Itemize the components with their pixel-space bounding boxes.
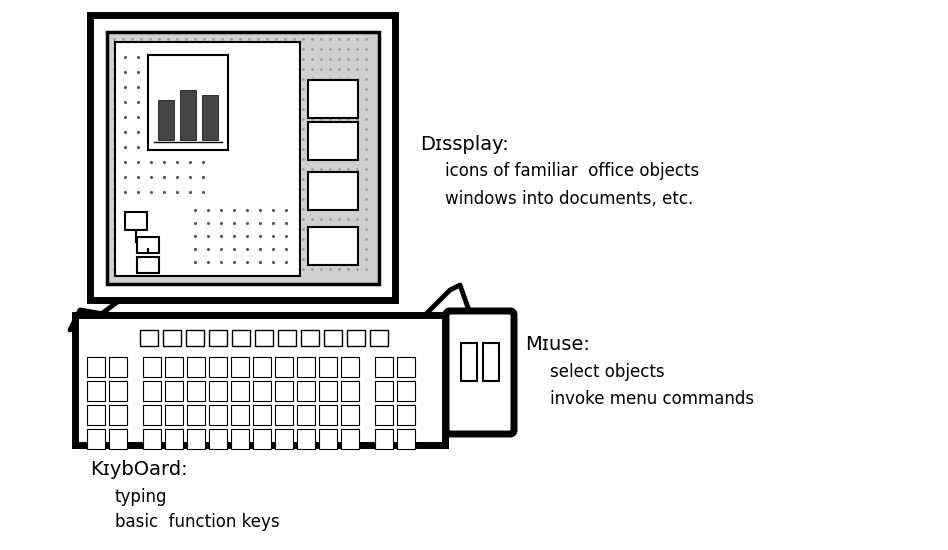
Text: invoke menu commands: invoke menu commands	[550, 390, 754, 408]
Text: basic  function keys: basic function keys	[115, 513, 280, 531]
Bar	[187, 381, 205, 401]
Bar	[253, 357, 271, 377]
Bar	[75, 315, 445, 445]
Bar	[308, 80, 358, 118]
Bar	[87, 405, 105, 425]
Bar	[87, 429, 105, 449]
Bar	[186, 330, 204, 346]
Bar	[297, 405, 315, 425]
Bar	[253, 381, 271, 401]
Bar	[180, 90, 196, 140]
Bar	[255, 330, 273, 346]
Bar	[231, 357, 249, 377]
Bar	[275, 381, 293, 401]
Bar	[231, 405, 249, 425]
Bar	[109, 381, 127, 401]
Bar	[253, 429, 271, 449]
Bar	[209, 405, 227, 425]
Bar	[297, 429, 315, 449]
Bar	[347, 330, 365, 346]
Bar	[143, 429, 161, 449]
Bar	[231, 429, 249, 449]
Bar	[107, 32, 379, 284]
Bar	[324, 330, 342, 346]
Bar	[109, 405, 127, 425]
Bar	[397, 357, 415, 377]
Text: select objects: select objects	[550, 363, 665, 381]
Bar	[341, 357, 359, 377]
Bar	[370, 330, 388, 346]
Bar	[483, 343, 499, 381]
Bar	[319, 381, 337, 401]
Text: KɪybOard:: KɪybOard:	[90, 460, 188, 479]
Bar	[341, 429, 359, 449]
Bar	[319, 405, 337, 425]
Text: windows into documents, etc.: windows into documents, etc.	[445, 190, 693, 208]
Bar	[115, 42, 300, 276]
Bar	[209, 357, 227, 377]
Bar	[163, 330, 181, 346]
Bar	[297, 381, 315, 401]
Bar	[397, 405, 415, 425]
Bar	[397, 429, 415, 449]
Bar	[202, 95, 218, 140]
Bar	[158, 100, 174, 140]
Bar	[143, 381, 161, 401]
Bar	[143, 357, 161, 377]
Bar	[87, 357, 105, 377]
Bar	[148, 55, 228, 150]
Bar	[253, 405, 271, 425]
Bar	[90, 15, 395, 300]
Bar	[301, 330, 319, 346]
Bar	[187, 405, 205, 425]
Bar	[137, 237, 159, 253]
Bar	[397, 381, 415, 401]
Bar	[165, 357, 183, 377]
Bar	[187, 429, 205, 449]
Bar	[375, 429, 393, 449]
Bar	[165, 429, 183, 449]
Bar	[375, 357, 393, 377]
Text: icons of familiar  office objects: icons of familiar office objects	[445, 162, 700, 180]
Text: typing: typing	[115, 488, 168, 506]
Bar	[461, 343, 477, 381]
Bar	[297, 357, 315, 377]
Bar	[187, 357, 205, 377]
Bar	[341, 381, 359, 401]
Bar	[165, 405, 183, 425]
Bar	[275, 357, 293, 377]
Bar	[140, 330, 158, 346]
Text: Dɪssplay:: Dɪssplay:	[420, 135, 509, 154]
Bar	[209, 330, 227, 346]
Bar	[375, 381, 393, 401]
Bar	[137, 257, 159, 273]
Bar	[341, 405, 359, 425]
Bar	[308, 172, 358, 210]
Text: Mɪuse:: Mɪuse:	[525, 335, 590, 354]
Bar	[209, 381, 227, 401]
Bar	[278, 330, 296, 346]
Bar	[319, 357, 337, 377]
Bar	[232, 330, 250, 346]
Bar	[109, 357, 127, 377]
Bar	[308, 227, 358, 265]
Bar	[209, 429, 227, 449]
Bar	[231, 381, 249, 401]
FancyBboxPatch shape	[446, 311, 514, 434]
Bar	[319, 429, 337, 449]
Bar	[165, 381, 183, 401]
Bar	[87, 381, 105, 401]
Bar	[109, 429, 127, 449]
Bar	[143, 405, 161, 425]
Bar	[275, 429, 293, 449]
Bar	[308, 122, 358, 160]
Bar	[125, 212, 147, 230]
Bar	[375, 405, 393, 425]
Bar	[275, 405, 293, 425]
